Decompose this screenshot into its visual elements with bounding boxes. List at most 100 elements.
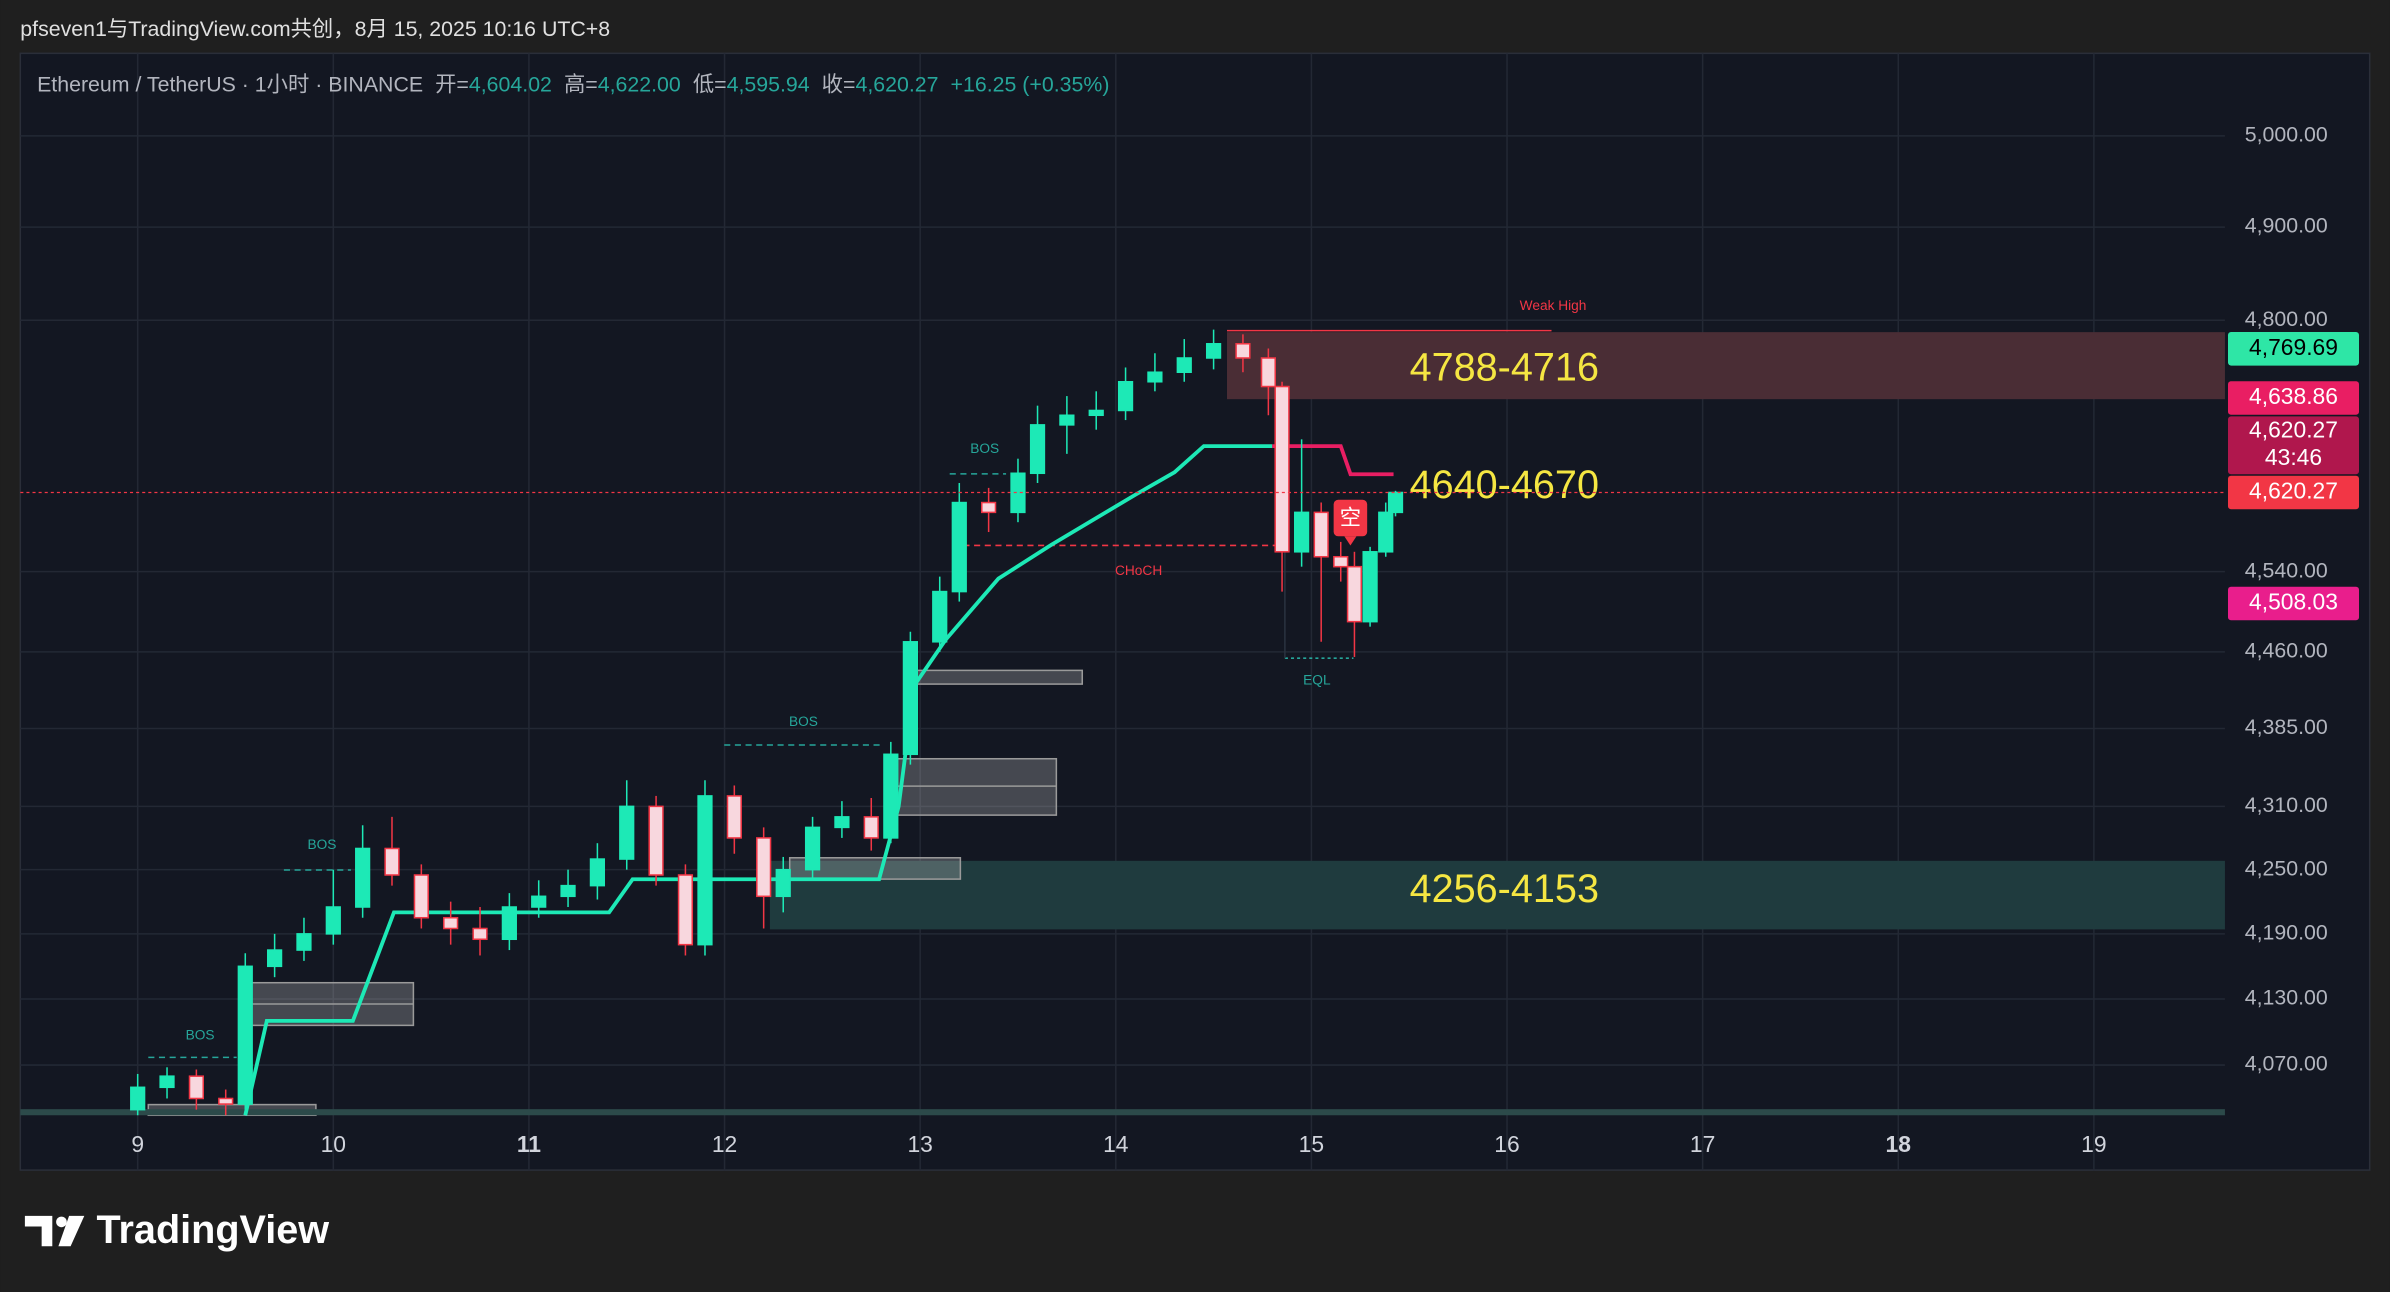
y-tick-label: 4,190.00 [2245, 921, 2328, 945]
candle-body [1205, 343, 1222, 359]
candle-body [589, 858, 606, 887]
candle-body [296, 933, 312, 951]
candle-body [1333, 555, 1349, 568]
y-tick-label: 4,800.00 [2245, 307, 2328, 331]
candle-body [1260, 357, 1276, 388]
bos-label: BOS [308, 837, 337, 852]
legend: Ethereum / TetherUS · 1小时 · BINANCE 开= 4,… [37, 72, 1109, 96]
x-tick-label: 15 [1299, 1131, 1324, 1157]
candle-body [325, 906, 341, 935]
candle-body [1117, 381, 1134, 412]
legend-key: 高= [564, 72, 598, 96]
candle-body [834, 816, 850, 829]
legend-key: 开= [435, 72, 469, 96]
bos-label: BOS [970, 441, 999, 456]
price-badge-label: 4,638.86 [2249, 383, 2338, 409]
candle-body [756, 837, 772, 898]
x-tick-label: 14 [1103, 1131, 1129, 1157]
countdown: 43:46 [2265, 444, 2322, 470]
candle-body [1235, 343, 1251, 359]
candle-body [472, 927, 488, 941]
candle-body [1378, 511, 1394, 553]
price-badge-label: 4,620.27 [2249, 478, 2338, 504]
plot [130, 329, 1404, 1116]
x-tick-label: 11 [517, 1131, 541, 1157]
price-badge [2227, 381, 2360, 415]
signal-pointer [1344, 536, 1357, 546]
x-tick-label: 10 [321, 1131, 346, 1157]
candle-body [1362, 551, 1378, 623]
candle-body [951, 501, 967, 593]
candle-body [159, 1075, 175, 1089]
signal-label: 空 [1340, 506, 1361, 530]
symbol: Ethereum / TetherUS · 1小时 · BINANCE [37, 72, 423, 96]
candle-body [775, 868, 791, 898]
candle-body [560, 884, 576, 898]
logo-mark [24, 1215, 53, 1247]
legend-key: 收= [822, 72, 856, 96]
price-badge [2227, 586, 2360, 621]
y-tick-label: 4,540.00 [2245, 558, 2328, 582]
bos-lines [148, 473, 1007, 1059]
zone-label: 4256-4153 [1410, 867, 1599, 911]
candle-body [130, 1086, 146, 1111]
candle-body [1346, 565, 1363, 623]
signal-marker [1333, 499, 1368, 537]
y-tick-label: 5,000.00 [2245, 123, 2328, 147]
legend-value: 4,595.94 [727, 72, 810, 96]
candle-body [1176, 357, 1192, 373]
candle-body [188, 1075, 204, 1100]
bos-labels: BOS BOS BOS BOS [186, 441, 1000, 1043]
price-badge-label: 4,769.69 [2249, 334, 2338, 360]
supply-zone [1226, 332, 2225, 400]
y-tick-label: 4,900.00 [2245, 214, 2328, 238]
zone-label: 4640-4670 [1410, 463, 1599, 507]
candle-body [804, 826, 821, 871]
brand: TradingView [96, 1208, 329, 1252]
grid [20, 53, 2225, 1171]
candle-body [443, 916, 459, 930]
price-badge [2227, 475, 2360, 510]
y-tick-label: 4,130.00 [2245, 986, 2328, 1010]
candle-body [697, 795, 713, 946]
x-tick-label: 16 [1494, 1131, 1519, 1157]
x-tick-label: 19 [2081, 1131, 2106, 1157]
candle-body [1088, 409, 1104, 417]
candle-body [1059, 414, 1075, 426]
bos-label: BOS [789, 714, 818, 729]
trailing-stop [1272, 444, 1394, 477]
price-badge [2227, 416, 2360, 475]
candle-body [531, 895, 547, 908]
header: pfseven1与TradingView.com共创，8月 15, 2025 1… [20, 17, 610, 41]
x-tick-label: 13 [907, 1131, 932, 1157]
candle-body [981, 501, 997, 514]
candle-body [1010, 472, 1026, 514]
bos-label: BOS [186, 1028, 215, 1043]
candle-body [648, 805, 664, 876]
candle-body [1313, 511, 1329, 558]
candle-body [902, 641, 919, 756]
candle-body [384, 847, 400, 876]
price-badge-label: 4,620.27 [2249, 417, 2338, 443]
legend-value: 4,620.27 [855, 72, 938, 96]
candle-body [1274, 385, 1290, 553]
eql-label: EQL [1303, 673, 1331, 688]
legend-key: 低= [693, 72, 727, 96]
candle-body [677, 874, 694, 946]
legend-value: 4,622.00 [598, 72, 681, 96]
zone-label: 4788-4716 [1410, 346, 1599, 390]
order-block [910, 669, 1084, 685]
zone-labels: 4788-4716 4640-4670 4256-4153 [1410, 346, 1599, 911]
candle-body [1294, 511, 1310, 553]
candle-body [1387, 491, 1404, 514]
candle-body [883, 753, 899, 839]
candle-body [413, 874, 429, 919]
candle-body [863, 816, 879, 839]
candle-body [218, 1097, 234, 1105]
y-tick-label: 4,310.00 [2245, 793, 2328, 817]
x-tick-label: 17 [1690, 1131, 1715, 1157]
brand-logo: TradingView [24, 1208, 329, 1252]
legend-change: +16.25 (+0.35%) [951, 72, 1110, 96]
